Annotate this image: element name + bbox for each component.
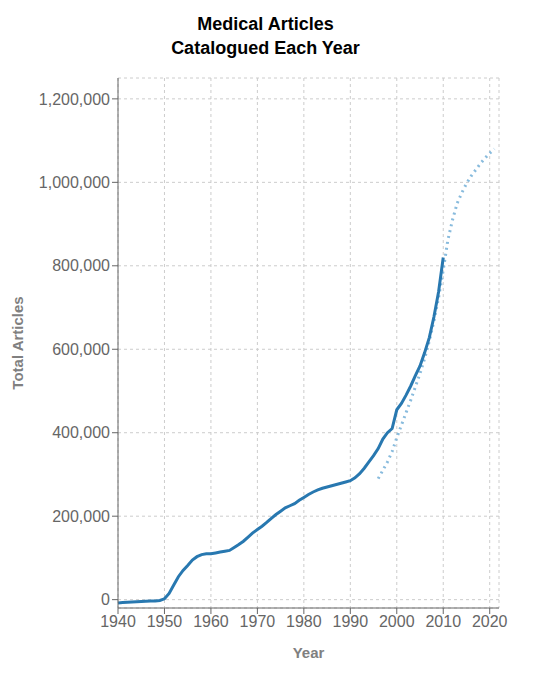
svg-text:400,000: 400,000	[52, 424, 110, 441]
svg-text:1950: 1950	[147, 613, 183, 630]
svg-text:2010: 2010	[425, 613, 461, 630]
svg-text:2000: 2000	[379, 613, 415, 630]
svg-text:1,000,000: 1,000,000	[39, 174, 110, 191]
svg-text:Total Articles: Total Articles	[9, 296, 26, 389]
svg-text:0: 0	[101, 591, 110, 608]
svg-text:2020: 2020	[472, 613, 508, 630]
svg-text:800,000: 800,000	[52, 257, 110, 274]
svg-text:1970: 1970	[240, 613, 276, 630]
svg-text:600,000: 600,000	[52, 341, 110, 358]
svg-text:1,200,000: 1,200,000	[39, 91, 110, 108]
svg-text:1980: 1980	[286, 613, 322, 630]
svg-text:1940: 1940	[100, 613, 136, 630]
html-text:Catalogued Each Year: Catalogued Each Year	[171, 38, 360, 58]
svg-text:Year: Year	[293, 644, 325, 661]
html-text:Medical Articles: Medical Articles	[197, 14, 334, 34]
svg-text:1990: 1990	[333, 613, 369, 630]
svg-text:1960: 1960	[193, 613, 229, 630]
svg-text:200,000: 200,000	[52, 508, 110, 525]
